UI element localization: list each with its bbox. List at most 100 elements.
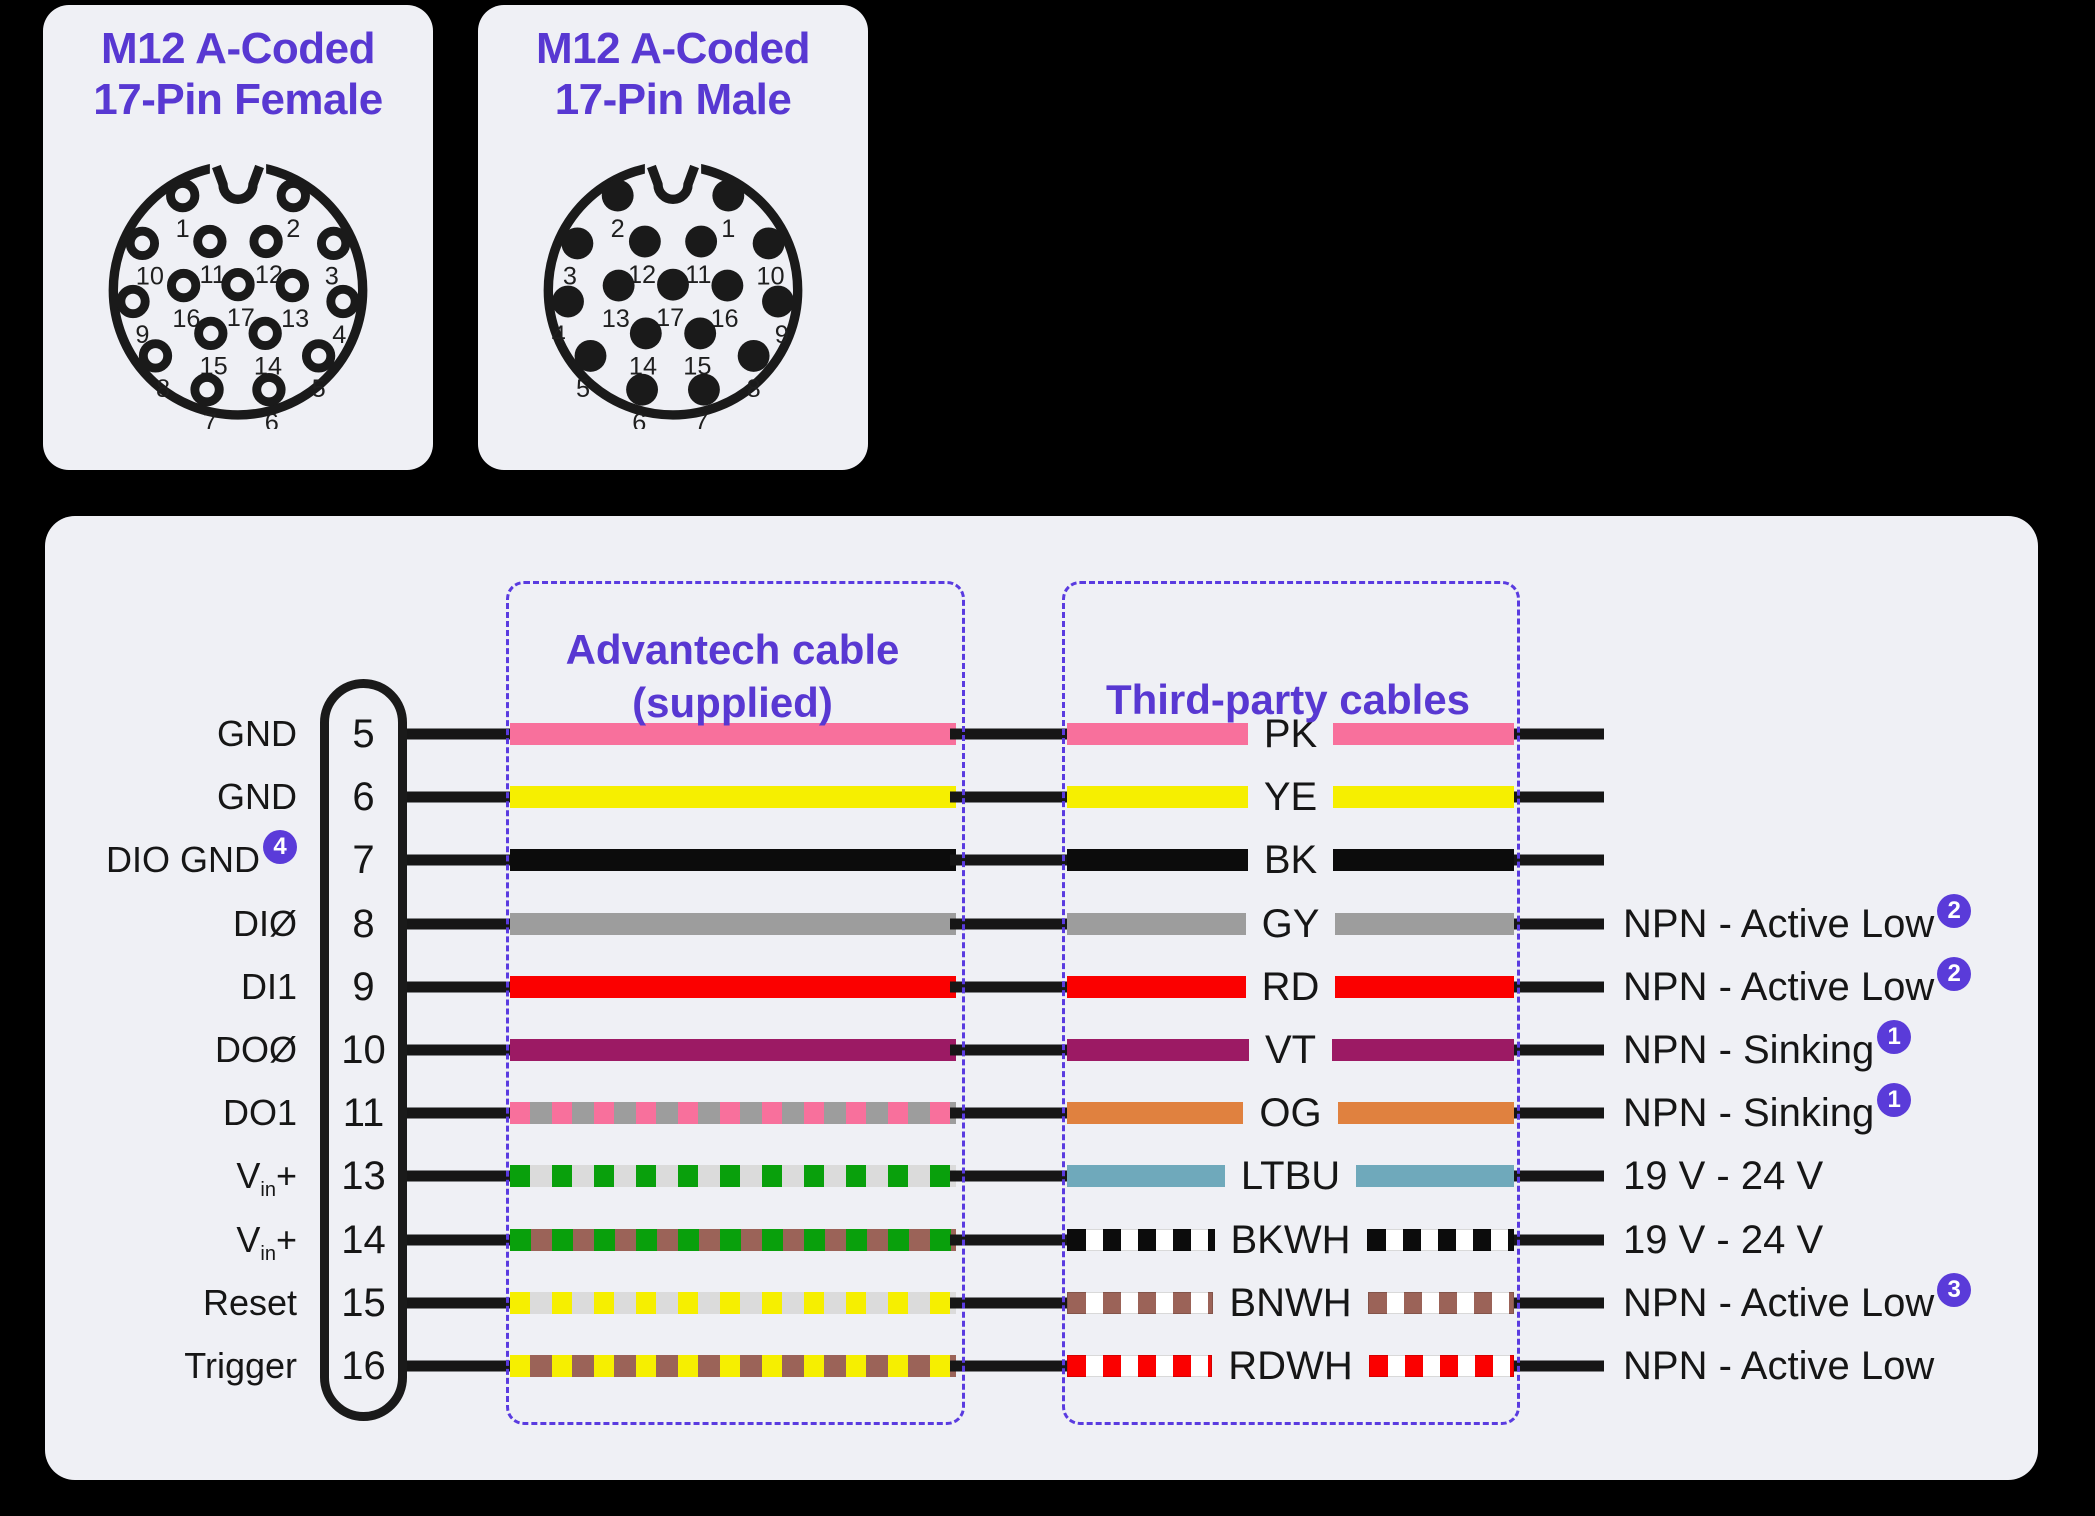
pin-number: 7: [352, 838, 375, 883]
third-party-band-right: [1333, 849, 1515, 872]
electrical-note: NPN - Active Low 2: [1623, 956, 1972, 1007]
electrical-note: NPN - Sinking 1: [1623, 1083, 1912, 1133]
advantech-header-line2: (supplied): [632, 678, 833, 726]
signal-label: Trigger: [45, 1348, 297, 1384]
connector-card-female: M12 A-Coded 17-Pin Female 1 2 10 11 12 3 9 16 17…: [43, 5, 433, 470]
signal-text: Trigger: [184, 1345, 297, 1386]
advantech-cable-header: Advantech cable (supplied): [506, 624, 959, 729]
pin-contact-1: [712, 179, 745, 212]
signal-text: Reset: [202, 1281, 297, 1323]
pin-socket-7: [190, 373, 224, 407]
advantech-wire-band: [510, 1228, 956, 1251]
output-stub-line: [1514, 1360, 1604, 1372]
third-party-wire-row: RDWH: [1067, 1346, 1515, 1386]
advantech-wire-band: [510, 1102, 956, 1125]
pin-socket-13: [275, 268, 310, 303]
pin-number: 16: [341, 1344, 386, 1388]
third-party-band-left: [1067, 1102, 1244, 1125]
pin-stub-line: [407, 1297, 515, 1309]
output-stub-line: [1514, 854, 1604, 866]
wire-color-code: VT: [1264, 1028, 1317, 1072]
signal-label: DI1: [45, 968, 297, 1005]
third-party-band-left: [1067, 723, 1248, 745]
advantech-wire-band: [510, 1291, 956, 1314]
wire-color-code: YE: [1263, 775, 1318, 820]
wire-color-code: PK: [1263, 712, 1318, 756]
pin-number-label: 3: [325, 263, 339, 291]
output-stub-line: [1514, 1170, 1604, 1182]
card-title-male-line2: 17-Pin Male: [554, 75, 792, 125]
third-party-band-right: [1333, 786, 1515, 809]
pin-stub-line: [407, 1170, 515, 1182]
third-party-cable-box: [1062, 581, 1520, 1425]
pin-number: 11: [342, 1091, 385, 1136]
third-party-band-right: [1335, 912, 1515, 935]
pin-stub-line: [407, 1360, 515, 1372]
card-title-female-line2: 17-Pin Female: [93, 75, 383, 125]
pin-contact-2: [601, 179, 634, 212]
advantech-wire-band: [510, 1355, 956, 1377]
pin-stub-line: [407, 1044, 515, 1056]
third-party-band-left: [1067, 849, 1248, 872]
pin-contact-17: [657, 268, 689, 301]
pin-number: 5: [352, 712, 375, 756]
pin-number-label: 9: [775, 321, 789, 349]
third-party-band-left: [1067, 912, 1246, 935]
pin-number-label: 9: [135, 321, 149, 349]
note-text: NPN - Active Low: [1623, 901, 1935, 946]
third-party-band-right: [1356, 1165, 1514, 1188]
output-stub-line: [1514, 1044, 1604, 1056]
pin-contact-3: [561, 227, 594, 260]
output-stub-line: [1514, 791, 1604, 803]
pin-stub-line: [407, 791, 515, 803]
pin-socket-3: [316, 226, 351, 261]
electrical-note: NPN - Active Low 2: [1623, 893, 1972, 946]
pin-number-label: 1: [721, 215, 735, 243]
signal-text: V: [236, 1155, 261, 1197]
pin-number: 8: [352, 901, 375, 946]
third-party-wire-row: BK: [1067, 840, 1515, 880]
wire-color-code: GY: [1261, 901, 1320, 946]
pin-number-label: 6: [265, 409, 279, 429]
third-party-header: Third-party cables: [1105, 676, 1471, 723]
pin-contact-11: [685, 225, 718, 258]
connector-line: [950, 854, 1072, 866]
footnote-badge-1: 1: [1877, 1020, 1912, 1054]
pin-socket-6: [252, 373, 286, 407]
signal-text: GND: [217, 713, 297, 754]
pin-number-label: 5: [312, 375, 326, 403]
third-party-band-right: [1335, 975, 1514, 998]
pin-socket-8: [138, 339, 173, 373]
output-stub-line: [1514, 1297, 1604, 1309]
pin-contact-10: [752, 227, 785, 260]
signal-label: DIØ: [45, 905, 297, 942]
third-party-band-right: [1333, 723, 1515, 745]
connector-card-male: M12 A-Coded 17-Pin Male 2 1 3 12 11 10 4 13 17 16…: [478, 5, 868, 470]
pin-socket-2: [276, 178, 310, 213]
pin-number-label: 4: [332, 321, 346, 349]
connector-line: [950, 918, 1072, 930]
connector-line: [950, 1044, 1072, 1056]
pin-number: 15: [341, 1280, 386, 1325]
note-text: NPN - Active Low: [1623, 1344, 1935, 1388]
connector-line: [950, 1297, 1072, 1309]
signal-text: V: [236, 1218, 261, 1260]
third-party-wire-row: PK: [1067, 712, 1515, 756]
wire-color-code: BNWH: [1229, 1280, 1352, 1325]
note-text: NPN - Sinking: [1623, 1028, 1875, 1072]
pin-contact-16: [711, 269, 744, 302]
third-party-band-left: [1067, 1291, 1214, 1314]
connector-line: [950, 791, 1072, 803]
pin-contact-7: [688, 373, 720, 406]
pin-number-label: 8: [156, 375, 170, 403]
pin-number: 13: [341, 1154, 386, 1199]
third-party-wire-row: YE: [1067, 775, 1515, 820]
pin-number-label: 7: [694, 409, 708, 429]
pin-stub-line: [407, 728, 515, 740]
footnote-badge-3: 3: [1937, 1272, 1972, 1307]
advantech-wire-band: [510, 912, 956, 935]
pin-number: 10: [341, 1028, 386, 1072]
